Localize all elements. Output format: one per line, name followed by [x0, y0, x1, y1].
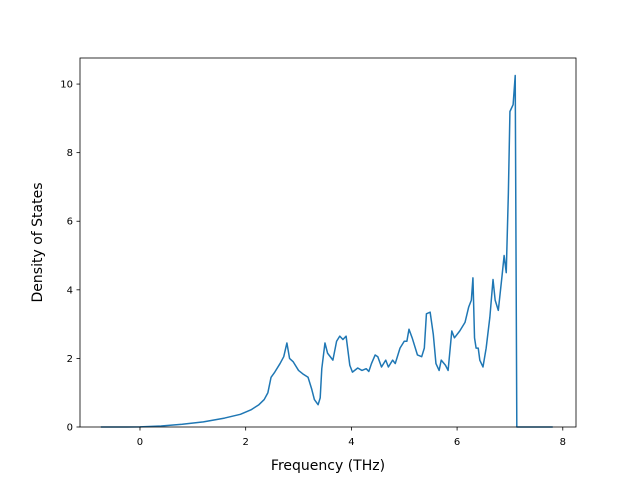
plot-area — [100, 74, 553, 428]
y-tick-label: 6 — [67, 217, 73, 228]
dos-line — [100, 74, 553, 428]
x-tick-label: 0 — [137, 437, 143, 448]
y-tick-label: 2 — [67, 354, 73, 365]
y-axis-label: Density of States — [30, 183, 46, 303]
x-tick-label: 6 — [454, 437, 460, 448]
x-axis-label: Frequency (THz) — [271, 458, 385, 474]
x-tick-label: 2 — [242, 437, 248, 448]
y-tick-label: 10 — [60, 80, 73, 91]
y-tick-label: 0 — [67, 423, 73, 434]
x-tick-label: 4 — [348, 437, 354, 448]
x-tick-label: 8 — [560, 437, 566, 448]
y-tick-label: 4 — [67, 285, 73, 296]
axes-frame — [79, 57, 577, 428]
y-tick-label: 8 — [67, 148, 73, 159]
